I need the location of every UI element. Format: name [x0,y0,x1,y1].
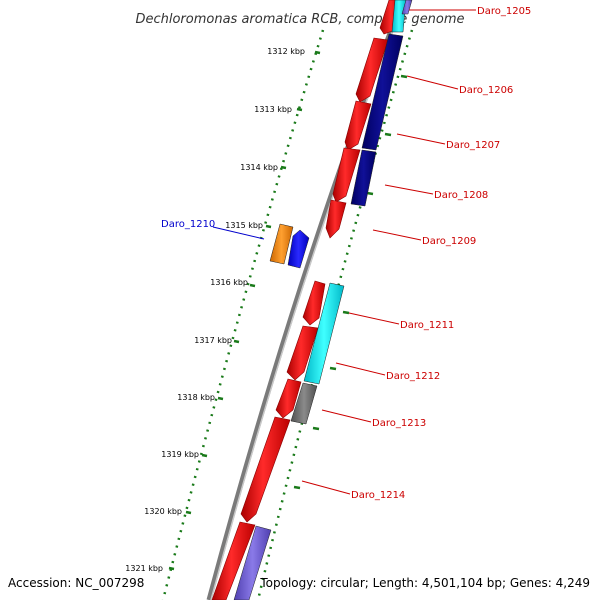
tick-marks [168,50,321,571]
topology-text: Topology: circular; Length: 4,501,104 bp… [260,576,590,590]
gene-box [290,382,318,425]
gene-box [350,149,377,207]
leader-lines [212,9,476,495]
gene-label: Daro_1207 [446,140,500,151]
gene-labels: Daro_1205 Daro_1206 Daro_1207 Daro_1208 … [161,6,531,501]
gene-label: Daro_1209 [422,236,476,247]
gene-label: Daro_1205 [477,6,531,17]
gene-label: Daro_1212 [386,371,440,382]
forward-genes [211,0,405,600]
tick-label: 1312 kbp [267,47,305,56]
tick-label: 1314 kbp [240,163,278,172]
gene-arrow [344,100,372,151]
gene-arrow [302,280,326,326]
tick-labels: 1312 kbp 1313 kbp 1314 kbp 1315 kbp 1316… [125,47,305,573]
gene-label: Daro_1206 [459,85,513,96]
gene-box [401,0,413,15]
gene-label: Daro_1214 [351,490,405,501]
outer-tick-marks [293,74,408,490]
accession-text: Accession: NC_007298 [8,576,145,590]
tick-label: 1315 kbp [225,221,263,230]
gene-arrow [286,325,319,381]
tick-label: 1317 kbp [194,336,232,345]
gene-label: Daro_1210 [161,219,215,230]
tick-label: 1318 kbp [177,393,215,402]
tick-label: 1321 kbp [125,564,163,573]
gene-box [361,33,404,151]
gene-arrow [325,199,347,239]
gene-box [303,282,345,385]
gene-label: Daro_1213 [372,418,426,429]
gene-label: Daro_1211 [400,320,454,331]
tick-ring-inner [161,29,325,600]
gene-arrow [332,147,361,203]
gene-label: Daro_1208 [434,190,488,201]
tick-label: 1316 kbp [210,278,248,287]
gene-box [233,525,272,600]
tick-label: 1320 kbp [144,507,182,516]
outer-genes [233,0,413,600]
tick-label: 1313 kbp [254,105,292,114]
gene-arrow [211,521,256,600]
gene-box [269,223,294,265]
tick-label: 1319 kbp [161,450,199,459]
genome-backbone [206,0,406,600]
gene-arrow [240,416,291,523]
gene-box [391,0,407,33]
gene-arrow [355,37,389,103]
gene-arrow [287,229,310,269]
map-title: Dechloromonas aromatica RCB, complete ge… [135,12,464,27]
inner-genes [269,223,310,269]
gene-arrow [275,378,302,419]
